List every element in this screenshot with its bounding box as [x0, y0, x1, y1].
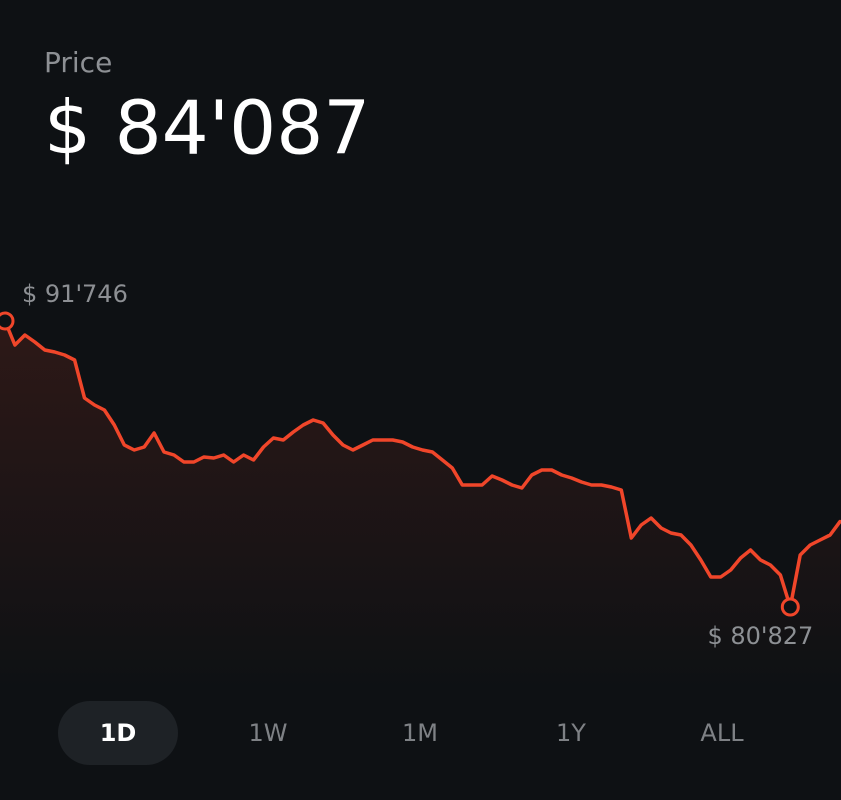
range-tabs: 1D 1W 1M 1Y ALL [58, 701, 744, 765]
price-chart: $ 91'746 $ 80'827 [0, 280, 841, 690]
extreme-label: $ 91'746 [22, 280, 128, 308]
price-area [0, 321, 840, 690]
extreme-label: $ 80'827 [707, 622, 813, 650]
range-tab[interactable]: 1M [402, 719, 438, 747]
tab-highlight [58, 701, 178, 765]
extreme-marker [0, 311, 15, 331]
range-tab[interactable]: 1W [249, 719, 288, 747]
price-line [3, 319, 841, 609]
price-value: $ 84'087 [44, 86, 370, 172]
range-tab[interactable]: ALL [700, 719, 744, 747]
range-tab[interactable]: 1D [100, 719, 137, 747]
range-tab[interactable]: 1Y [556, 719, 586, 747]
extreme-marker [780, 597, 800, 617]
price-label: Price [44, 46, 112, 79]
